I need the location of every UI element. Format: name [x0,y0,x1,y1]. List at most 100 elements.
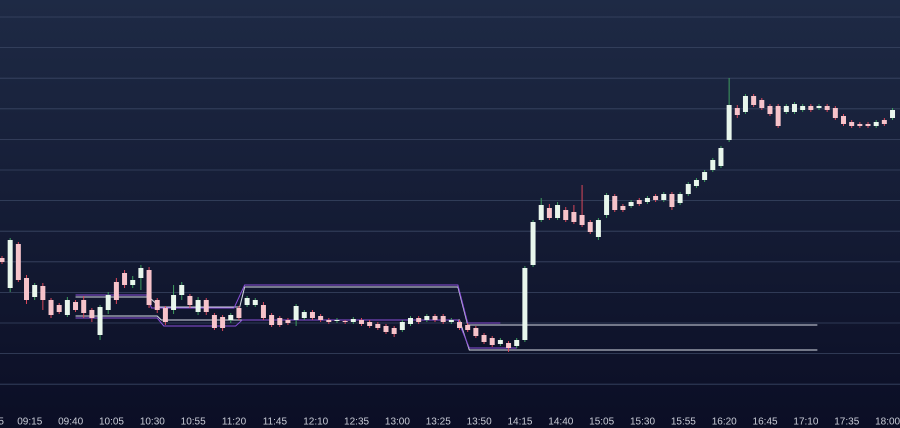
candle-body [693,180,699,186]
candle-body [309,312,315,318]
x-tick-label: 13:50 [467,417,492,428]
candle-body [465,325,471,330]
candle-body [783,106,789,112]
x-tick-label: 12:35 [344,417,369,428]
candle-body [318,316,324,320]
x-tick-label: 17:10 [793,417,818,428]
candle-body [285,320,291,323]
x-tick-label: 16:20 [712,417,737,428]
candle-body [0,258,5,262]
candle-body [522,268,528,340]
candle-body [506,343,512,348]
candle-body [40,286,46,300]
candle-body [873,122,879,126]
candle-body [653,196,659,200]
candle-body [7,240,13,288]
candle-body [636,200,642,204]
candle-body [162,308,168,322]
x-tick-label: 13:25 [426,417,451,428]
x-tick-label: 09:15 [17,417,42,428]
candle-body [367,322,373,326]
candle-body [122,273,128,285]
x-tick-label: 11:45 [263,417,288,428]
candle-body [81,300,87,313]
x-tick-label: 11:20 [222,417,247,428]
candle-body [48,300,54,315]
candle-body [211,315,217,328]
candle-body [832,108,838,118]
candle-body [358,320,364,324]
candle-body [203,300,209,312]
candle-body [865,124,871,126]
candle-body [375,324,381,328]
candle-body [661,194,667,200]
candle-body [73,302,79,310]
x-tick-label: 12:10 [303,417,328,428]
candle-body [32,285,38,297]
candle-body [800,106,806,110]
candle-body [644,198,650,202]
candle-body [252,300,258,305]
candle-body [260,305,266,318]
candle-body [334,320,340,321]
candle-body [587,222,593,232]
candle-body [269,315,275,325]
candle-body [481,335,487,342]
candle-body [89,310,95,318]
x-tick-label: 10:05 [99,417,124,428]
candle-body [710,160,716,170]
candle-body [277,318,283,325]
candle-body [399,322,405,330]
candle-body [849,122,855,126]
candle-body [105,295,111,310]
candle-body [187,296,193,305]
candle-body [179,285,185,295]
candle-body [138,268,144,278]
candle-body [612,196,618,210]
candle-body [685,184,691,194]
candle-body [734,108,740,115]
candle-body [56,305,62,312]
x-tick-label: 16:45 [753,417,778,428]
x-tick-label: 15:55 [671,417,696,428]
candle-body [742,96,748,112]
x-tick-label: 5 [0,417,4,428]
candle-body [113,282,119,300]
candle-body [890,110,896,118]
candle-body [448,320,454,322]
candle-body [130,280,136,285]
candle-body [881,120,887,124]
candle-body [546,208,552,218]
candle-body [391,328,397,334]
candle-body [407,318,413,324]
candle-body [440,316,446,322]
x-tick-label: 13:00 [385,417,410,428]
candle-body [767,106,773,114]
candle-body [293,306,299,320]
candle-body [759,100,765,108]
candle-body [497,340,503,344]
candle-body [236,308,242,318]
candle-body [457,322,463,328]
candle-body [342,321,348,322]
candle-body [489,338,495,345]
x-tick-label: 09:40 [58,417,83,428]
candle-body [244,298,250,305]
candle-body [841,116,847,124]
candle-body [15,244,21,280]
candle-body [154,300,160,310]
candle-body [628,202,634,206]
candle-body [146,270,152,305]
candle-body [824,106,830,110]
candle-body [791,104,797,112]
candle-body [228,315,234,320]
candle-body [718,148,724,166]
x-tick-label: 15:05 [589,417,614,428]
candle-body [571,212,577,222]
x-tick-label: 17:35 [834,417,859,428]
candle-body [555,205,561,218]
candle-body [416,318,422,322]
candle-body [301,312,307,318]
candle-body [669,194,675,207]
